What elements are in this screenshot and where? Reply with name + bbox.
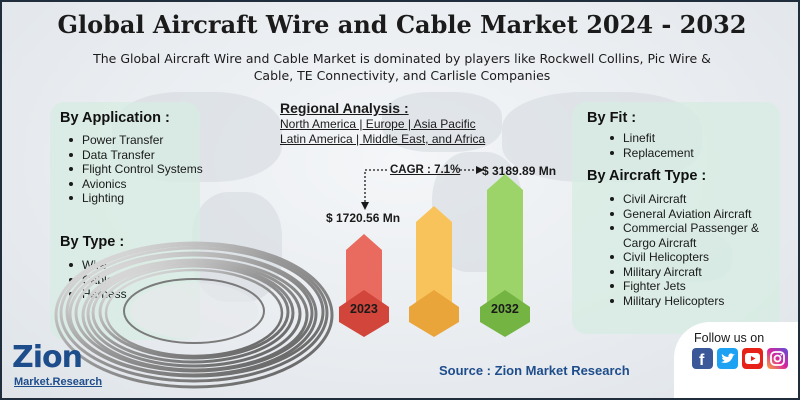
list-item: Power Transfer bbox=[64, 133, 204, 148]
list-item: Civil Helicopters bbox=[605, 250, 777, 265]
list-item: Commercial Passenger & Cargo Aircraft bbox=[605, 221, 777, 250]
cagr-arrow bbox=[361, 166, 484, 210]
page-subtitle: The Global Aircraft Wire and Cable Marke… bbox=[93, 51, 711, 83]
world-map-background bbox=[382, 92, 502, 152]
list-item: Flight Control Systems bbox=[64, 162, 204, 177]
instagram-icon[interactable] bbox=[767, 348, 788, 369]
bar-2032 bbox=[487, 174, 523, 332]
list-item: Lighting bbox=[64, 191, 204, 206]
regional-line-2: Latin America | Middle East, and Africa bbox=[280, 132, 486, 146]
year-2023-label: 2023 bbox=[350, 302, 378, 316]
zion-logo: Zion bbox=[12, 340, 83, 375]
growth-bars bbox=[339, 174, 530, 337]
zion-logo-subtext: Market.Research bbox=[14, 376, 103, 388]
by-fit-heading: By Fit : bbox=[587, 110, 637, 126]
follow-us-label: Follow us on bbox=[694, 331, 765, 345]
svg-text:f: f bbox=[699, 352, 705, 369]
by-aircraft-type-list: Civil Aircraft General Aviation Aircraft C… bbox=[605, 192, 777, 308]
list-item: Avionics bbox=[64, 177, 204, 192]
by-aircraft-type-heading: By Aircraft Type : bbox=[587, 168, 707, 184]
by-fit-list: Linefit Replacement bbox=[605, 131, 765, 160]
twitter-icon[interactable] bbox=[717, 348, 738, 369]
list-item: Military Aircraft bbox=[605, 265, 777, 280]
list-item: Fighter Jets bbox=[605, 279, 777, 294]
by-application-list: Power Transfer Data Transfer Flight Contro… bbox=[64, 133, 204, 206]
list-item: Military Helicopters bbox=[605, 294, 777, 309]
list-item: Civil Aircraft bbox=[605, 192, 777, 207]
right-segment-panel bbox=[572, 102, 780, 334]
list-item: General Aviation Aircraft bbox=[605, 207, 777, 222]
by-application-heading: By Application : bbox=[60, 110, 170, 126]
regional-line-1: North America | Europe | Asia Pacific bbox=[280, 117, 476, 131]
facebook-icon[interactable]: f bbox=[692, 348, 713, 369]
year-2032-label: 2032 bbox=[491, 302, 519, 316]
list-item: Data Transfer bbox=[64, 148, 204, 163]
value-2023: $ 1720.56 Mn bbox=[326, 211, 401, 225]
value-2032: $ 3189.89 Mn bbox=[482, 164, 557, 178]
page-title: Global Aircraft Wire and Cable Market 20… bbox=[57, 10, 747, 39]
list-item: Replacement bbox=[605, 146, 765, 161]
youtube-icon[interactable] bbox=[742, 348, 763, 369]
list-item: Linefit bbox=[605, 131, 765, 146]
by-type-heading: By Type : bbox=[60, 234, 125, 250]
cagr-label: CAGR : 7.1% bbox=[390, 164, 461, 176]
source-credit: Source : Zion Market Research bbox=[439, 363, 630, 378]
wire-coil-image bbox=[54, 241, 334, 389]
regional-analysis-heading: Regional Analysis : bbox=[280, 100, 409, 116]
